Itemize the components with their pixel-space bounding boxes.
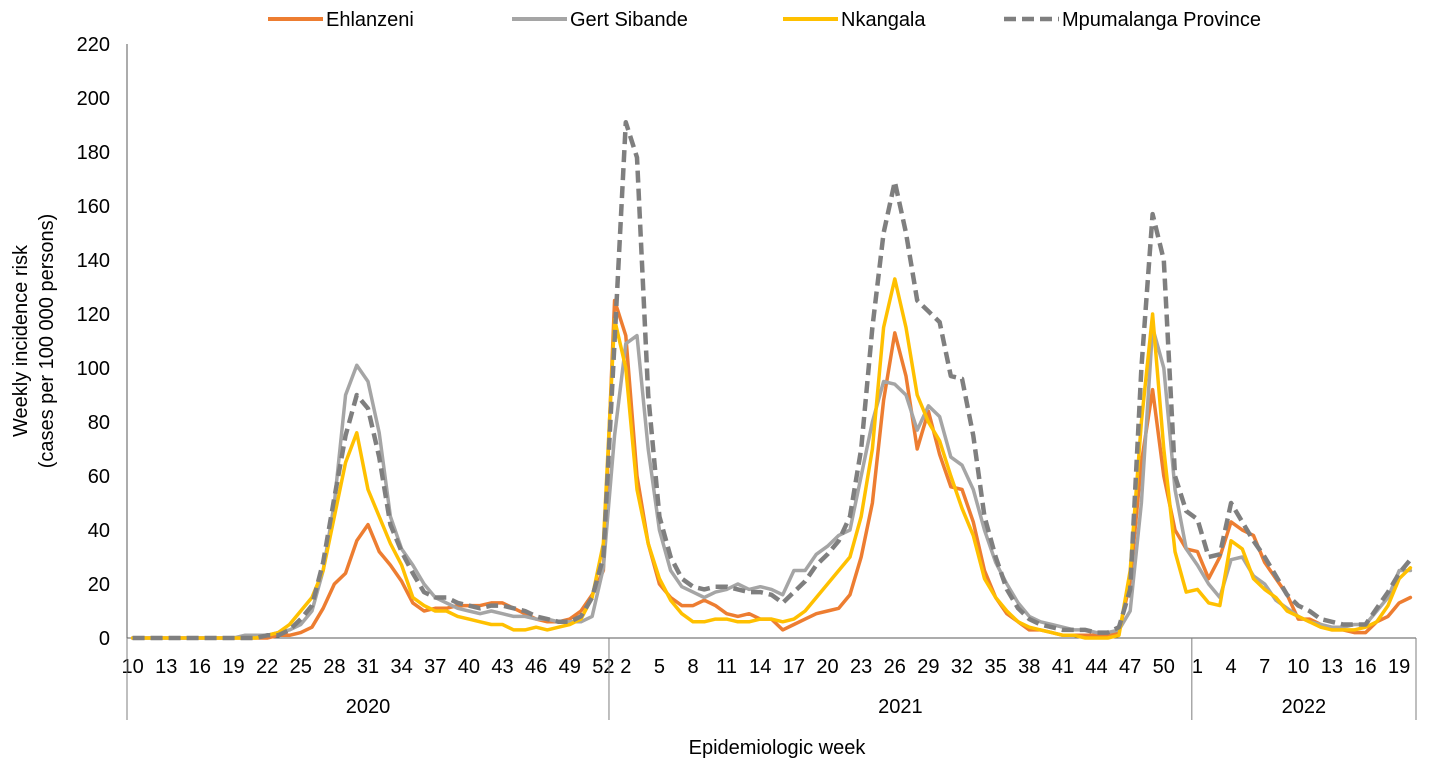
y-tick-label: 80: [88, 412, 110, 434]
y-axis: 0 20 40 60 80 100 120 140 160 180 200 220: [77, 34, 128, 650]
x-tick-label: 4: [1225, 656, 1236, 678]
year-label: 2022: [1282, 696, 1327, 718]
y-tick-label: 220: [77, 34, 110, 56]
y-tick-label: 180: [77, 142, 110, 164]
x-tick-label: 35: [985, 656, 1007, 678]
x-tick-label: 8: [687, 656, 698, 678]
x-tick-label: 16: [189, 656, 211, 678]
y-tick-label: 200: [77, 88, 110, 110]
y-axis-title-line-2: (cases per 100 000 persons): [36, 214, 58, 469]
x-tick-label: 13: [155, 656, 177, 678]
x-tick-label: 7: [1259, 656, 1270, 678]
y-tick-label: 140: [77, 250, 110, 272]
x-tick-label: 17: [783, 656, 805, 678]
y-axis-title-line-1: Weekly incidence risk: [10, 244, 32, 437]
x-tick-label: 19: [222, 656, 244, 678]
x-tick-label: 23: [850, 656, 872, 678]
x-tick-label: 40: [458, 656, 480, 678]
x-tick-label: 16: [1354, 656, 1376, 678]
x-tick-label: 38: [1018, 656, 1040, 678]
x-tick-label: 44: [1085, 656, 1107, 678]
x-tick-label: 29: [917, 656, 939, 678]
y-tick-label: 60: [88, 466, 110, 488]
x-tick-label: 43: [491, 656, 513, 678]
year-label: 2021: [878, 696, 923, 718]
x-axis: 10 13 16 19 22 25 28 31 34 37 40 43 46 49 52 2 5 8 11 14 17 2…: [121, 637, 1417, 720]
legend-label: Nkangala: [841, 9, 926, 31]
y-tick-label: 40: [88, 520, 110, 542]
legend-label: Gert Sibande: [570, 9, 688, 31]
x-tick-label: 41: [1052, 656, 1074, 678]
x-tick-label: 47: [1119, 656, 1141, 678]
x-tick-label: 49: [559, 656, 581, 678]
x-tick-label: 5: [654, 656, 665, 678]
x-tick-label: 10: [121, 656, 143, 678]
x-tick-label: 52: [592, 656, 614, 678]
x-tick-label: 46: [525, 656, 547, 678]
x-tick-label: 14: [749, 656, 771, 678]
x-tick-label: 20: [816, 656, 838, 678]
x-axis-title: Epidemiologic week: [689, 737, 867, 759]
x-tick-label: 31: [357, 656, 379, 678]
series-line-ehlanzeni: [130, 298, 1413, 640]
y-tick-label: 20: [88, 574, 110, 596]
series-line-nkangala: [130, 277, 1413, 640]
plot-area: [130, 120, 1413, 641]
y-tick-label: 0: [99, 628, 110, 650]
x-tick-label: 32: [951, 656, 973, 678]
legend-label: Mpumalanga Province: [1062, 9, 1261, 31]
x-tick-label: 28: [323, 656, 345, 678]
x-tick-label: 26: [884, 656, 906, 678]
year-label: 2020: [346, 696, 391, 718]
y-tick-label: 160: [77, 196, 110, 218]
x-tick-label: 2: [620, 656, 631, 678]
x-tick-label: 11: [716, 656, 737, 678]
legend: Ehlanzeni Gert Sibande Nkangala Mpumalanga …: [268, 9, 1261, 31]
x-tick-label: 25: [290, 656, 312, 678]
x-tick-label: 50: [1153, 656, 1175, 678]
series-line-gert-sibande: [130, 325, 1413, 640]
series-line-mpumalanga-province: [132, 120, 1413, 641]
x-tick-label: 19: [1388, 656, 1410, 678]
y-tick-label: 120: [77, 304, 110, 326]
x-tick-label: 37: [424, 656, 446, 678]
x-tick-label: 34: [390, 656, 412, 678]
legend-label: Ehlanzeni: [326, 9, 414, 31]
x-tick-label: 10: [1287, 656, 1309, 678]
x-tick-label: 1: [1192, 656, 1203, 678]
y-tick-label: 100: [77, 358, 110, 380]
x-tick-label: 13: [1321, 656, 1343, 678]
x-tick-label: 22: [256, 656, 278, 678]
